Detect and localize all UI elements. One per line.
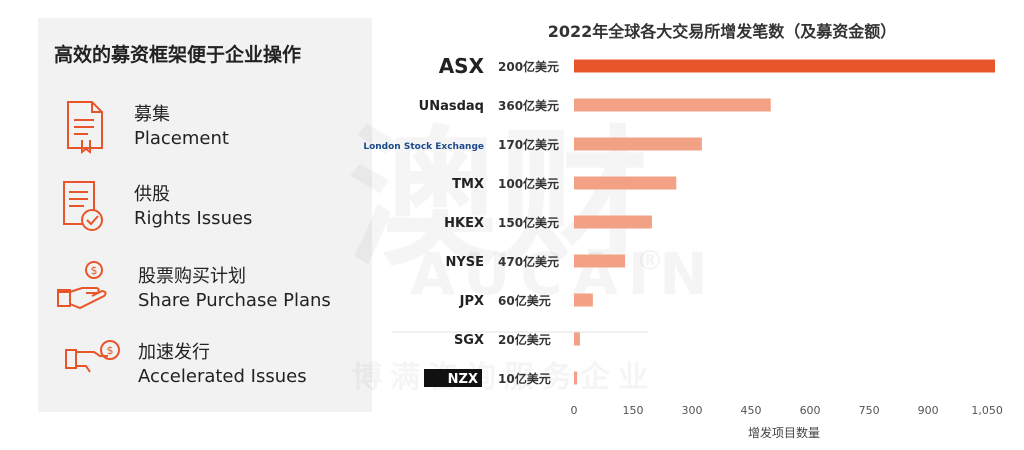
- category-label: HKEX: [444, 216, 484, 231]
- nzx-logo-bg: [424, 369, 482, 387]
- amount-label: 150亿美元: [498, 215, 559, 230]
- x-axis-label: 增发项目数量: [748, 425, 820, 440]
- method-label-zh: 股票购买计划: [138, 266, 246, 287]
- method-label-en: Accelerated Issues: [138, 366, 307, 387]
- method-label-en: Rights Issues: [134, 208, 253, 229]
- method-label-zh: 加速发行: [138, 342, 210, 363]
- category-label: JPX: [459, 294, 484, 309]
- x-tick-label: 0: [571, 404, 578, 417]
- bar-asx: [574, 59, 995, 73]
- accelerated-money-icon: $: [65, 340, 120, 373]
- method-label-zh: 募集: [134, 104, 170, 125]
- method-label-zh: 供股: [134, 184, 170, 205]
- chart-title: 2022年全球各大交易所增发笔数（及募资金额）: [547, 22, 897, 41]
- bar-sgx: [574, 332, 580, 346]
- category-label: TMX: [452, 177, 484, 192]
- category-label: London Stock Exchange: [363, 142, 484, 152]
- method-label-en: Placement: [134, 128, 229, 149]
- category-label: SGX: [454, 333, 484, 348]
- x-tick-label: 150: [623, 404, 644, 417]
- method-share-purchase-plans: $ 股票购买计划 Share Purchase Plans: [38, 260, 372, 324]
- x-tick-label: 300: [682, 404, 703, 417]
- document-icon: [67, 101, 103, 154]
- bar-london-stock-exchange: [574, 137, 702, 151]
- x-tick-label: 900: [918, 404, 939, 417]
- amount-label: 170亿美元: [498, 137, 559, 152]
- category-label: UNasdaq: [419, 99, 484, 114]
- panel-title: 高效的募资框架便于企业操作: [54, 44, 302, 66]
- hand-dollar-icon: $: [57, 261, 107, 310]
- amount-label: 60亿美元: [498, 293, 551, 308]
- amount-label: 10亿美元: [498, 371, 551, 386]
- bar-unasdaq: [574, 98, 771, 112]
- x-tick-label: 450: [741, 404, 762, 417]
- bar-hkex: [574, 215, 652, 229]
- bar-jpx: [574, 293, 593, 307]
- amount-label: 200亿美元: [498, 59, 559, 74]
- method-accelerated-issues: $ 加速发行 Accelerated Issues: [38, 336, 372, 400]
- category-label: ASX: [439, 54, 485, 78]
- bar-nyse: [574, 254, 626, 268]
- funding-methods-panel: 高效的募资框架便于企业操作 募集 Placement 供股 Rights Iss…: [38, 18, 372, 412]
- amount-label: 100亿美元: [498, 176, 559, 191]
- method-rights-issues: 供股 Rights Issues: [38, 178, 372, 242]
- svg-text:$: $: [107, 344, 114, 357]
- amount-label: 20亿美元: [498, 332, 551, 347]
- x-tick-label: 750: [859, 404, 880, 417]
- amount-label: 470亿美元: [498, 254, 559, 269]
- category-label: NZX: [448, 372, 478, 387]
- checklist-icon: [63, 181, 103, 231]
- x-tick-label: 600: [800, 404, 821, 417]
- category-label: NYSE: [445, 255, 484, 270]
- x-tick-label: 1,050: [971, 404, 1003, 417]
- svg-text:$: $: [91, 264, 98, 277]
- method-placement: 募集 Placement: [38, 98, 372, 162]
- amount-label: 360亿美元: [498, 98, 559, 113]
- method-label-en: Share Purchase Plans: [138, 290, 331, 311]
- bar-nzx: [574, 371, 578, 385]
- bar-tmx: [574, 176, 677, 190]
